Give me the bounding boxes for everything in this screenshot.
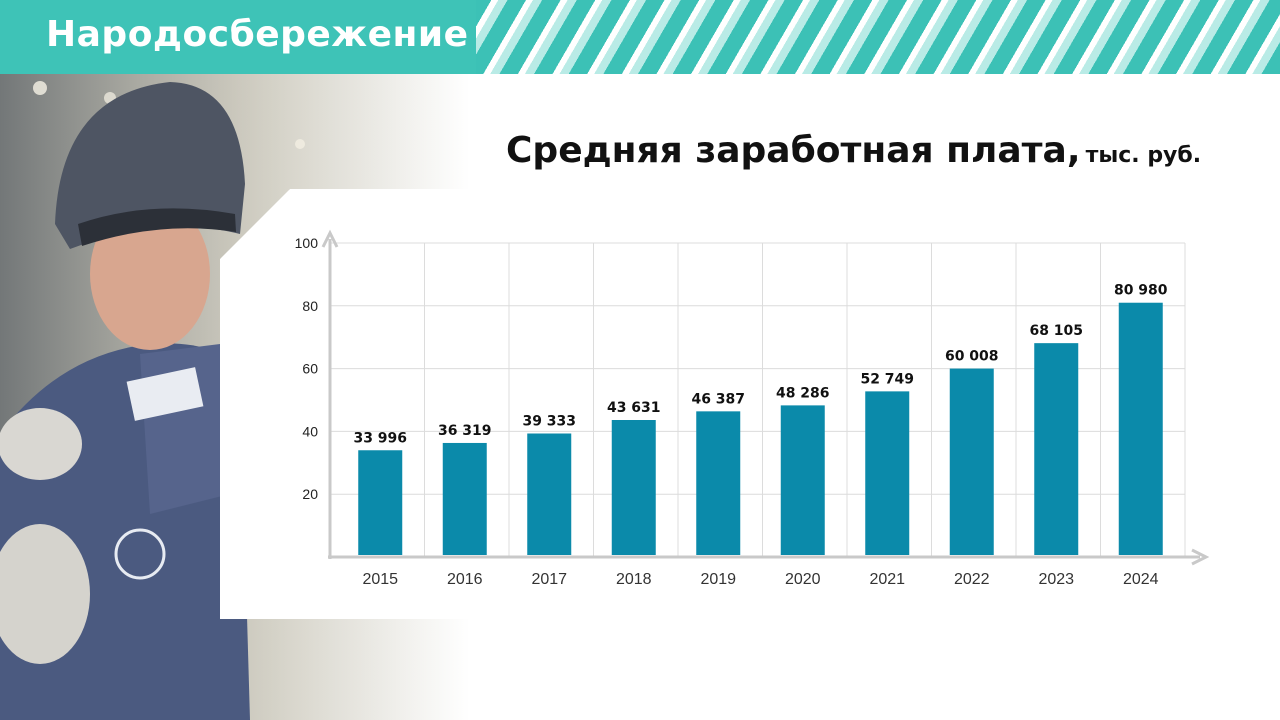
bar	[527, 433, 572, 555]
chart-title-unit: тыс. руб.	[1085, 143, 1202, 168]
y-axis-arrow	[321, 229, 339, 248]
x-tick-label: 2017	[531, 571, 567, 588]
salary-bar-chart: 20 40 60 80 100 33 996 2015 36 319 2016 39 333 201…	[295, 229, 1210, 588]
y-tick-label: 100	[295, 235, 319, 251]
y-tick-label: 60	[302, 361, 318, 377]
bar-value-label: 43 631	[607, 400, 661, 416]
bar	[696, 411, 741, 555]
bar-value-label: 60 008	[945, 349, 999, 365]
bar-value-label: 33 996	[353, 430, 407, 446]
x-tick-label: 2023	[1038, 571, 1074, 588]
section-tag: Народосбережение	[0, 0, 476, 74]
bar	[611, 419, 656, 555]
bar-value-label: 80 980	[1114, 283, 1168, 299]
bar-value-label: 39 333	[522, 413, 576, 429]
chart-title-main: Средняя заработная плата,	[506, 130, 1081, 171]
y-tick-label: 80	[302, 298, 318, 314]
x-axis-arrow	[1191, 548, 1210, 566]
x-tick-label: 2018	[616, 571, 652, 588]
y-tick-label: 40	[302, 423, 318, 439]
bar	[949, 368, 994, 555]
section-tag-label: Народосбережение	[46, 14, 469, 55]
bar-value-label: 52 749	[860, 371, 914, 387]
y-tick-label: 20	[302, 486, 318, 502]
x-tick-label: 2015	[362, 571, 398, 588]
bar	[780, 405, 825, 555]
bar	[358, 450, 403, 555]
bar-value-label: 36 319	[438, 423, 492, 439]
x-tick-label: 2021	[869, 571, 905, 588]
x-tick-label: 2020	[785, 571, 821, 588]
chart-title: Средняя заработная плата, тыс. руб.	[506, 130, 1201, 171]
bar	[1034, 343, 1079, 555]
bar-value-label: 68 105	[1029, 323, 1083, 339]
x-tick-label: 2016	[447, 571, 483, 588]
bar	[442, 442, 487, 555]
x-tick-label: 2019	[700, 571, 736, 588]
bar-value-label: 46 387	[691, 391, 745, 407]
x-tick-label: 2024	[1123, 571, 1159, 588]
bar	[865, 391, 910, 555]
x-tick-label: 2022	[954, 571, 990, 588]
bar-value-label: 48 286	[776, 385, 830, 401]
bar	[1118, 302, 1163, 555]
